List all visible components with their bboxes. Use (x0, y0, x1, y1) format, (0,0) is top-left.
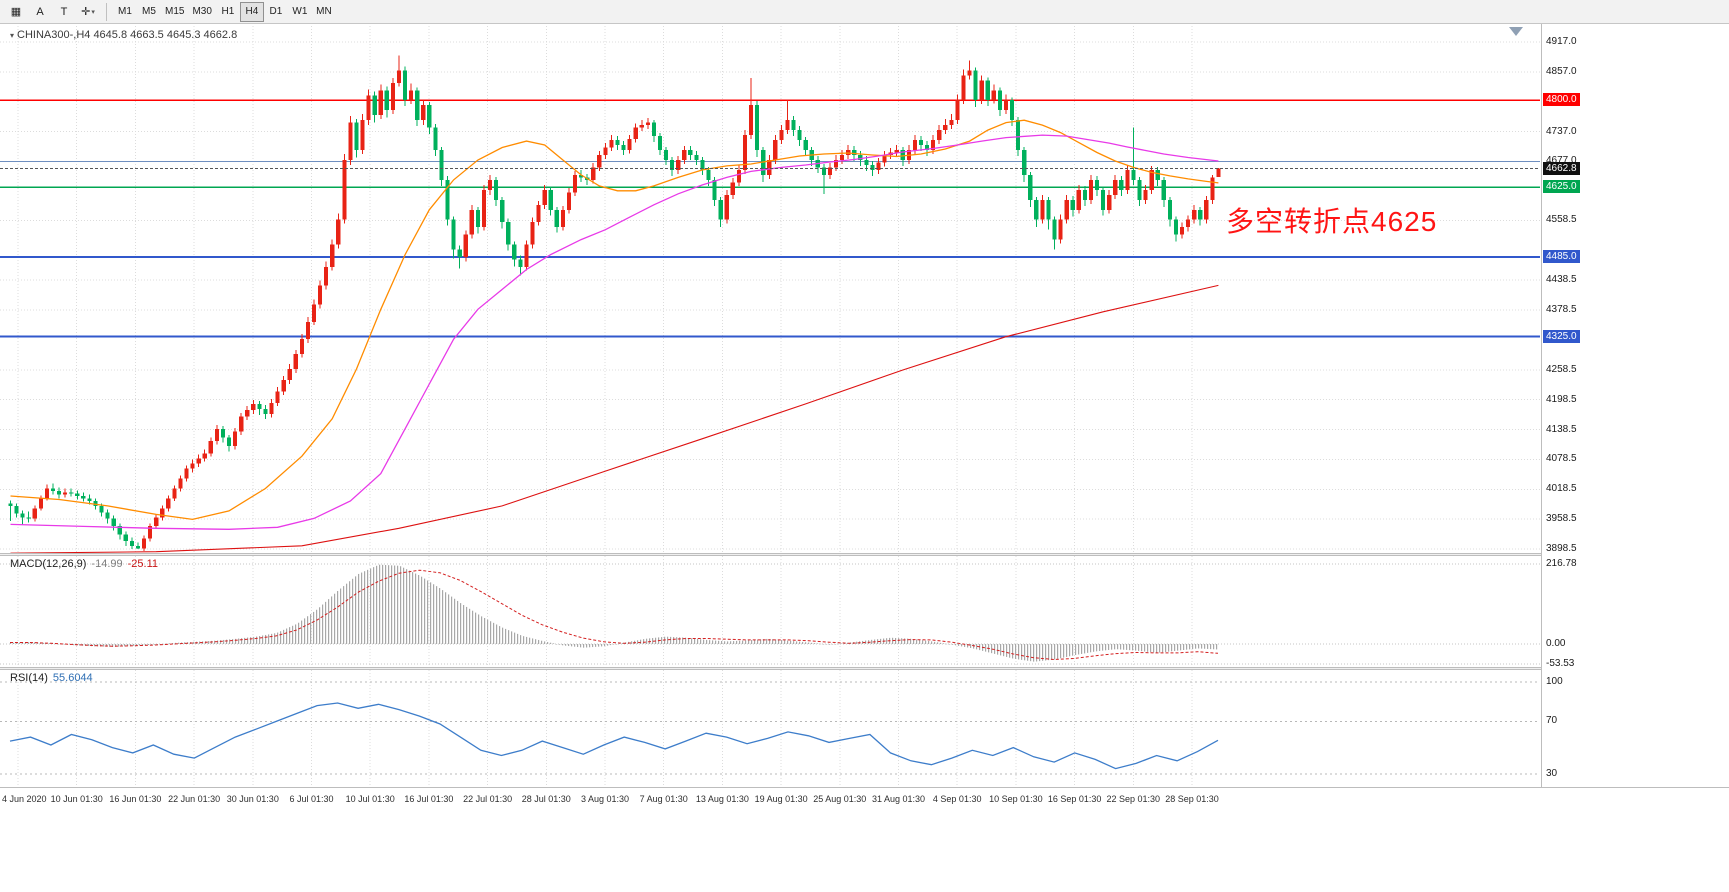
price-axis-tick: 4078.5 (1546, 453, 1577, 465)
rsi-axis-tick: 100 (1546, 676, 1563, 687)
date-label: 7 Aug 01:30 (639, 794, 688, 804)
date-label: 10 Jun 01:30 (50, 794, 103, 804)
timeframe-m1-button[interactable]: M1 (113, 2, 137, 22)
macd-level-lines (0, 563, 1540, 665)
date-label: 13 Aug 01:30 (695, 794, 749, 804)
chart-text-annotation[interactable]: 多空转折点4625 (1226, 206, 1438, 237)
symbol-name: CHINA300-,H4 (17, 29, 91, 41)
timeframe-mn-button[interactable]: MN (312, 2, 336, 22)
date-label: 28 Sep 01:30 (1165, 794, 1219, 804)
date-label: 19 Aug 01:30 (754, 794, 808, 804)
text-label-tool-t-icon: T (60, 5, 68, 18)
price-badge: 4485.0 (1543, 250, 1580, 264)
price-axis-tick: 4737.0 (1546, 125, 1577, 137)
moving-average-lines (10, 119, 1219, 554)
timeframe-h1-button[interactable]: H1 (216, 2, 240, 22)
rsi-axis-tick: 30 (1546, 767, 1558, 779)
toolbar-separator (106, 2, 107, 21)
toolbar-tools: ▦ A T ✛ ▾ (4, 2, 100, 22)
date-label: 22 Jun 01:30 (168, 794, 221, 804)
date-label: 4 Sep 01:30 (932, 794, 982, 804)
price-axis-tick: 4857.0 (1546, 65, 1577, 77)
price-axis-tick: 4198.5 (1546, 393, 1577, 405)
price-axis-tick: 4438.5 (1546, 274, 1577, 286)
price-axis-tick: 4018.5 (1546, 483, 1577, 495)
rsi-level-lines (0, 681, 1540, 775)
crosshair-tool-button[interactable]: ✛ ▾ (76, 2, 100, 22)
rsi-line (9, 702, 1219, 770)
panel-divider-rsi[interactable] (0, 667, 1729, 670)
date-label: 4 Jun 2020 (2, 794, 47, 804)
rsi-axis-tick: 70 (1546, 715, 1558, 727)
symbol-dropdown-icon[interactable]: ▾ (10, 31, 15, 40)
date-label: 16 Jun 01:30 (109, 794, 162, 804)
macd-axis-tick: 0.00 (1546, 638, 1566, 649)
rsi-indicator-label: RSI(14) 55.6044 (10, 672, 93, 684)
date-label: 3 Aug 01:30 (580, 794, 630, 804)
dropdown-arrow-icon: ▾ (91, 8, 95, 16)
macd-axis-tick: -53.53 (1546, 657, 1575, 669)
candlestick-series (8, 55, 1221, 552)
price-badge: 4662.8 (1543, 161, 1580, 175)
timeframe-m15-button[interactable]: M15 (161, 2, 188, 22)
macd-axis-tick: 216.78 (1546, 558, 1577, 569)
symbol-ohlc-label: ▾ CHINA300-,H4 4645.8 4663.5 4645.3 4662.… (10, 29, 237, 41)
macd-signal-line (10, 569, 1219, 661)
timeframe-h4-button[interactable]: H4 (239, 1, 264, 22)
ohlc-values: 4645.8 4663.5 4645.3 4662.8 (93, 29, 238, 41)
price-badge: 4325.0 (1543, 329, 1580, 343)
price-axis-tick: 4558.5 (1546, 214, 1577, 226)
time-axis[interactable]: 4 Jun 2020 10 Jun 01:30 16 Jun 01:30 22 Jun… (0, 787, 1729, 811)
date-label: 25 Aug 01:30 (813, 794, 867, 804)
price-axis-tick: 3898.5 (1546, 543, 1577, 554)
charts-grid-tool-button[interactable]: ▦ (4, 2, 28, 22)
text-label-tool-a-button[interactable]: A (28, 2, 52, 22)
date-label: 30 Jun 01:30 (226, 794, 279, 804)
price-badge: 4625.0 (1543, 180, 1580, 194)
charts-grid-tool-icon: ▦ (10, 6, 22, 18)
price-axis-tick: 4917.0 (1546, 36, 1577, 47)
price-axis-tick: 3958.5 (1546, 513, 1577, 525)
date-label: 28 Jul 01:30 (521, 794, 571, 804)
date-label: 6 Jul 01:30 (289, 794, 334, 804)
ma-mid-line (10, 134, 1219, 530)
text-label-tool-a-icon: A (36, 5, 44, 18)
chart-region: ▾ CHINA300-,H4 4645.8 4663.5 4645.3 4662.… (0, 24, 1729, 892)
date-label: 22 Jul 01:30 (463, 794, 513, 804)
timeframe-toolbar: M1 M5 M15 M30 H1 H4 D1 W1 MN (113, 1, 336, 22)
toolbar: ▦ A T ✛ ▾ M1 M5 M15 M30 H1 H4 D1 W1 MN (0, 0, 1729, 24)
crosshair-tool-icon: ✛ (81, 6, 91, 18)
date-label: 10 Sep 01:30 (989, 794, 1043, 804)
date-label: 16 Sep 01:30 (1047, 794, 1102, 804)
ma-slow-line (10, 284, 1219, 554)
macd-name: MACD(12,26,9) (10, 558, 87, 570)
price-axis-tick: 4677.0 (1546, 155, 1577, 167)
macd-indicator-label: MACD(12,26,9) -14.99 -25.11 (10, 558, 158, 570)
timeframe-d1-button[interactable]: D1 (264, 2, 288, 22)
timeframe-m5-button[interactable]: M5 (137, 2, 161, 22)
timeframe-w1-button[interactable]: W1 (288, 2, 312, 22)
chart-shift-marker-icon[interactable] (1509, 27, 1523, 36)
price-axis-tick: 4378.5 (1546, 304, 1577, 316)
date-label: 31 Aug 01:30 (871, 794, 926, 804)
date-label: 16 Jul 01:30 (404, 794, 454, 804)
chart-canvas[interactable] (0, 24, 1729, 892)
price-axis-tick: 4138.5 (1546, 423, 1577, 435)
macd-histogram (10, 564, 1218, 662)
rsi-name: RSI(14) (10, 672, 48, 684)
ma-fast-line (10, 119, 1219, 521)
panel-divider-macd[interactable] (0, 553, 1729, 556)
price-badge: 4800.0 (1543, 93, 1580, 107)
text-label-tool-t-button[interactable]: T (52, 2, 76, 22)
date-label: 22 Sep 01:30 (1106, 794, 1161, 804)
price-axis[interactable]: 4917.0 4857.0 4737.0 4677.0 4558.5 4438.5 4378… (1541, 24, 1729, 810)
price-axis-tick: 4258.5 (1546, 363, 1577, 375)
date-label: 10 Jul 01:30 (345, 794, 395, 804)
macd-main-value: -14.99 (91, 558, 123, 570)
macd-signal-value: -25.11 (127, 558, 158, 570)
grid-lines (0, 26, 1540, 787)
timeframe-m30-button[interactable]: M30 (188, 2, 215, 22)
rsi-value: 55.6044 (52, 672, 93, 684)
